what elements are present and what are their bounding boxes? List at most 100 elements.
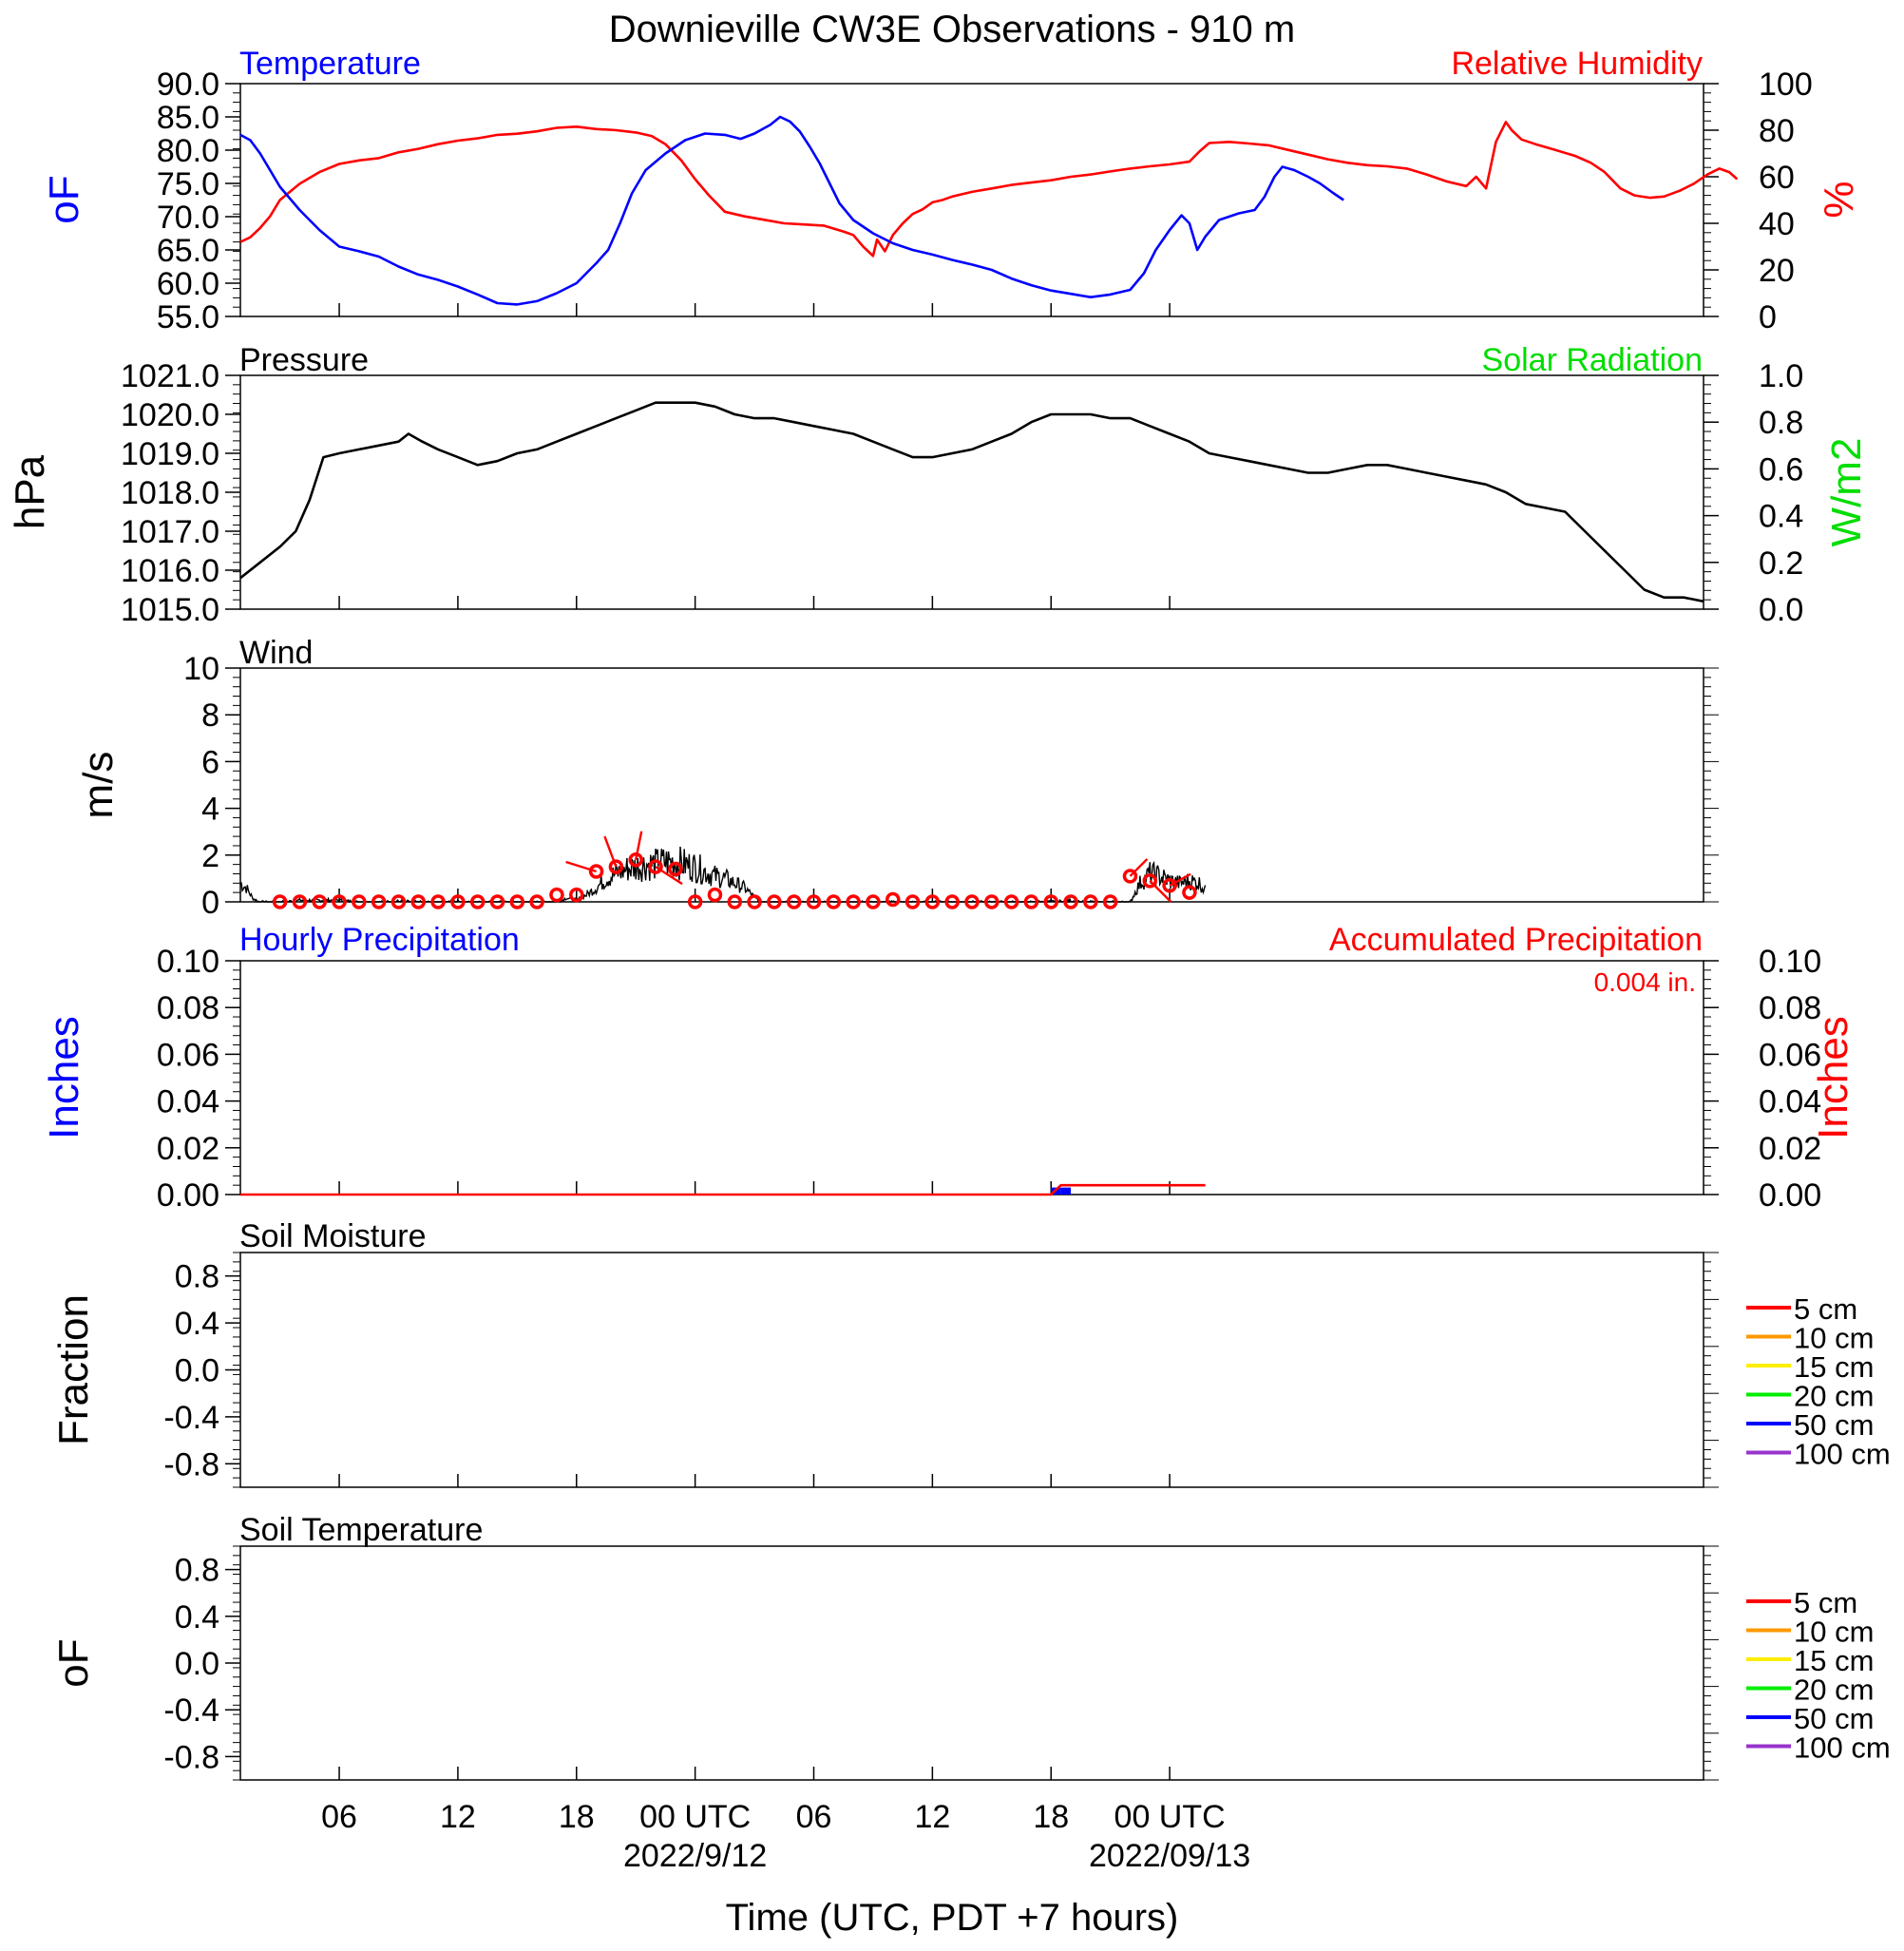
- wind-barb-marker-46: [1182, 885, 1197, 900]
- temperature-line: [239, 115, 1344, 306]
- soil-temp-legend-label-4: 50 cm: [1794, 1702, 1874, 1735]
- wind-barb-marker-13: [529, 894, 544, 909]
- temp-frame: [239, 83, 1704, 317]
- precip-ytick-label-4: 0.02: [157, 1131, 219, 1167]
- pressure-frame: [239, 374, 1704, 610]
- x-tick-label-6: 18: [1033, 1799, 1069, 1835]
- precip-rtick-label-1: 0.08: [1759, 990, 1821, 1026]
- soil_temp-ytick-label-1: 0.4: [175, 1599, 219, 1635]
- soil_temp-ytick-label-2: 0.0: [175, 1646, 219, 1682]
- wind-barb-marker-18: [628, 851, 643, 868]
- wind-barb-marker-33: [924, 894, 941, 909]
- wind-barb-marker-42: [1102, 894, 1118, 909]
- x-axis-label: Time (UTC, PDT +7 hours): [726, 1897, 1179, 1939]
- wind-ytick-label-5: 0: [201, 885, 219, 921]
- wind-barb-marker-34: [944, 894, 960, 909]
- soil-temp-title: Soil Temperature: [239, 1512, 483, 1548]
- pressure-rtick-label-4: 0.2: [1759, 545, 1803, 582]
- soil-moisture-title: Soil Moisture: [239, 1218, 427, 1254]
- humidity-line: [239, 121, 1739, 258]
- precip-ytick-label-2: 0.06: [157, 1037, 219, 1073]
- wind-barb-marker-41: [1083, 894, 1098, 909]
- wind-frame: [239, 667, 1704, 903]
- soil-moisture-legend-label-2: 15 cm: [1794, 1350, 1874, 1384]
- temp-rtick-label-3: 40: [1759, 206, 1795, 242]
- soil-moisture-legend-label-0: 5 cm: [1794, 1292, 1857, 1326]
- accum-precip-unit: Inches: [1810, 1016, 1856, 1139]
- soil_moisture-ytick-label-3: -0.4: [163, 1400, 219, 1436]
- wind-barb-marker-45: [1162, 878, 1177, 893]
- precip-ytick-label-0: 0.10: [157, 944, 219, 980]
- wind-barb-marker-35: [964, 894, 980, 909]
- wind-barb-marker-43: [1122, 869, 1138, 884]
- temperature-unit: oF: [41, 175, 87, 223]
- wind-barb-marker-20: [668, 861, 683, 877]
- temp-ytick-label-0: 90.0: [157, 67, 219, 103]
- wind-barb-marker-2: [312, 894, 327, 909]
- solar-title: Solar Radiation: [1482, 342, 1703, 378]
- pressure-rtick-label-1: 0.8: [1759, 405, 1803, 441]
- soil-temp-unit: oF: [50, 1638, 97, 1687]
- wind-ytick-label-3: 4: [201, 792, 219, 828]
- wind-barb-marker-6: [390, 894, 407, 909]
- wind-barb-marker-29: [846, 894, 861, 909]
- soil-moisture-legend-label-5: 100 cm: [1794, 1438, 1891, 1471]
- wind-barb-marker-21: [687, 894, 703, 909]
- soil-moisture-unit: Fraction: [50, 1294, 97, 1445]
- wind-ytick-label-1: 8: [201, 698, 219, 734]
- precip-ytick-label-5: 0.00: [157, 1177, 219, 1214]
- pressure-ytick-label-5: 1016.0: [121, 553, 219, 589]
- pressure-ytick-label-0: 1021.0: [121, 358, 219, 394]
- soil-temp-legend-label-2: 15 cm: [1794, 1644, 1874, 1677]
- wind-speed-line: [239, 846, 1207, 904]
- pressure-rtick-label-0: 1.0: [1759, 358, 1803, 394]
- pressure-line: [239, 401, 1704, 603]
- wind-barb-marker-17: [608, 859, 624, 874]
- wind-barb-marker-39: [1043, 894, 1058, 909]
- wind-barb-marker-28: [826, 894, 842, 909]
- x-tick-label-4: 06: [796, 1799, 832, 1835]
- wind-barb-marker-26: [786, 894, 802, 909]
- temp-ytick-label-5: 65.0: [157, 233, 219, 269]
- soil-temp-legend-label-1: 10 cm: [1794, 1616, 1874, 1649]
- soil_temp-frame: [239, 1545, 1704, 1781]
- pressure-rtick-label-3: 0.4: [1759, 499, 1803, 535]
- soil-moisture-legend-label-3: 20 cm: [1794, 1380, 1874, 1413]
- temp-ytick-label-1: 85.0: [157, 100, 219, 136]
- soil-temp-legend-label-0: 5 cm: [1794, 1586, 1857, 1619]
- wind-ytick-label-2: 6: [201, 744, 219, 780]
- wind-barb-marker-0: [272, 894, 288, 909]
- wind-ytick-label-0: 10: [183, 651, 219, 687]
- precip-rtick-label-3: 0.04: [1759, 1084, 1821, 1120]
- wind-barb-marker-32: [904, 894, 921, 909]
- precip-rtick-label-2: 0.06: [1759, 1037, 1821, 1073]
- soil_moisture-ytick-label-0: 0.8: [175, 1259, 219, 1295]
- precip-rtick-label-4: 0.02: [1759, 1131, 1821, 1167]
- wind-barb-43: [1129, 858, 1149, 877]
- soil_moisture-frame: [239, 1252, 1704, 1488]
- temp-rtick-label-0: 100: [1759, 67, 1813, 103]
- pressure-rtick-label-2: 0.6: [1759, 451, 1803, 488]
- soil_moisture-ytick-label-1: 0.4: [175, 1306, 219, 1342]
- temp-rtick-label-5: 0: [1759, 299, 1777, 335]
- temperature-panel: 90.085.080.075.070.065.060.055.0 100 80 60 4…: [41, 46, 1862, 335]
- pressure-ytick-label-2: 1019.0: [121, 436, 219, 472]
- figure-title: Downieville CW3E Observations - 910 m: [609, 9, 1295, 50]
- x-tick-label-5: 12: [914, 1799, 950, 1835]
- soil_temp-ytick-label-3: -0.4: [163, 1693, 219, 1729]
- pressure-ytick-label-4: 1017.0: [121, 514, 219, 550]
- wind-barb-marker-23: [727, 894, 743, 909]
- temp-ytick-label-7: 55.0: [157, 299, 219, 335]
- wind-title: Wind: [239, 635, 313, 671]
- wind-barb-marker-15: [569, 887, 584, 903]
- wind-barb-marker-8: [430, 894, 446, 909]
- pressure-ytick-label-6: 1015.0: [121, 592, 219, 628]
- precip-frame: [239, 960, 1704, 1195]
- wind-barb-marker-40: [1063, 894, 1078, 909]
- wind-barb-marker-7: [410, 894, 427, 909]
- soil-moisture-panel: 0.8 0.4 0.0 -0.4 -0.8 Soil Moisture Fraction 5 …: [50, 1218, 1891, 1488]
- accum-precip-title: Accumulated Precipitation: [1329, 922, 1703, 958]
- wind-barb-marker-38: [1023, 894, 1039, 909]
- soil_temp-ytick-label-0: 0.8: [175, 1553, 219, 1589]
